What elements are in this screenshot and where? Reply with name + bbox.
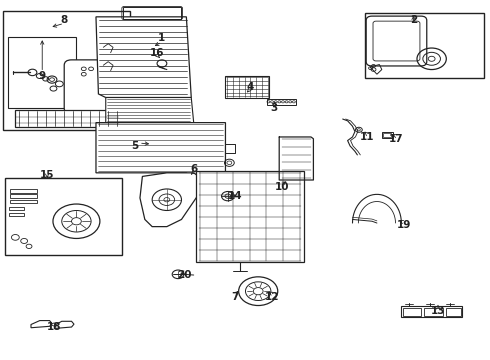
Text: 7: 7 — [232, 292, 239, 302]
Text: 5: 5 — [131, 141, 139, 151]
Text: 8: 8 — [61, 15, 68, 26]
Bar — [383, 133, 391, 137]
Text: 9: 9 — [39, 71, 46, 81]
Bar — [225, 76, 270, 98]
Bar — [15, 110, 121, 127]
Text: 4: 4 — [246, 82, 253, 92]
Text: 12: 12 — [265, 292, 279, 302]
Polygon shape — [54, 321, 74, 328]
Bar — [424, 308, 443, 316]
Polygon shape — [140, 173, 203, 226]
Bar — [446, 308, 461, 316]
Bar — [10, 200, 37, 203]
Bar — [9, 207, 24, 210]
Text: 16: 16 — [150, 48, 164, 58]
Bar — [403, 308, 421, 316]
Bar — [9, 213, 24, 216]
Bar — [365, 13, 485, 78]
Text: 20: 20 — [177, 270, 191, 280]
Bar — [10, 189, 37, 193]
Polygon shape — [96, 123, 225, 176]
Text: 3: 3 — [270, 103, 278, 113]
Bar — [196, 171, 304, 262]
Bar — [382, 132, 392, 138]
Text: 11: 11 — [360, 132, 374, 142]
Text: 6: 6 — [190, 164, 197, 174]
Text: 17: 17 — [389, 134, 404, 144]
Text: 19: 19 — [396, 220, 411, 230]
Text: 13: 13 — [431, 306, 445, 316]
Polygon shape — [106, 98, 194, 123]
Bar — [10, 194, 37, 198]
Polygon shape — [31, 320, 52, 328]
FancyBboxPatch shape — [366, 16, 427, 66]
Bar — [8, 37, 76, 108]
Text: 18: 18 — [47, 322, 62, 332]
Text: 10: 10 — [274, 182, 289, 192]
Bar — [267, 99, 296, 105]
Bar — [4, 178, 122, 255]
Bar — [401, 306, 463, 317]
Text: 15: 15 — [40, 170, 54, 180]
Text: 1: 1 — [158, 33, 166, 43]
FancyBboxPatch shape — [64, 60, 123, 114]
Polygon shape — [96, 17, 191, 98]
Bar — [123, 7, 181, 19]
Text: 2: 2 — [410, 15, 417, 26]
Bar — [3, 12, 130, 130]
Text: 14: 14 — [228, 191, 243, 201]
